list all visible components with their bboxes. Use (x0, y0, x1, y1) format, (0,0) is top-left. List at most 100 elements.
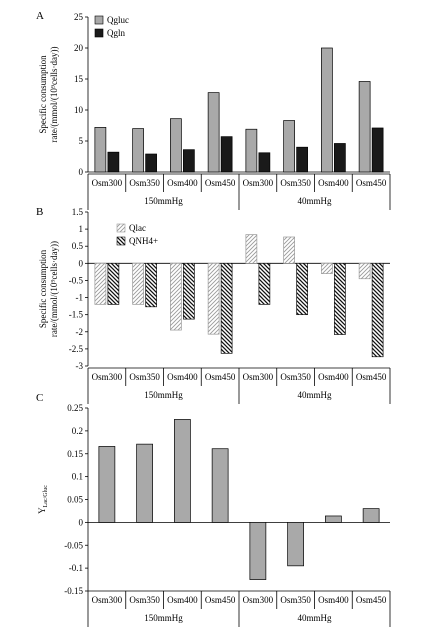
x-tick-label: Osm300 (92, 372, 123, 382)
bar (207, 92, 220, 173)
legend-swatch (94, 28, 104, 38)
bar (258, 152, 271, 173)
panel-label: C (36, 392, 43, 404)
x-tick-label: Osm300 (243, 372, 274, 382)
bar (94, 262, 107, 305)
y-tick-label: -2 (76, 327, 84, 337)
bar (321, 47, 333, 173)
bar (132, 262, 144, 305)
x-tick-label: Osm350 (129, 595, 160, 605)
y-tick-label: 0 (79, 258, 84, 268)
y-tick-label: 0 (79, 167, 84, 177)
legend-label: Qgln (107, 28, 126, 38)
x-tick-label: Osm450 (356, 595, 387, 605)
chart-panel-c: C -0.15 -0.1 -0.05 0 0.05 0.1 0.15 0.2 0.25 YLac/G… (36, 392, 391, 627)
x-tick-label: Osm450 (205, 372, 236, 382)
y-tick-label: 0 (79, 517, 84, 527)
bar (170, 118, 182, 173)
chart-panel-b: B -3 -2.5 -2 -1.5 -1 -0.5 0 0.5 1 1.5 Specific cons… (36, 206, 391, 404)
legend-swatch (116, 223, 126, 233)
y-tick-label: 0.25 (67, 403, 83, 413)
x-tick-label: Osm300 (243, 595, 274, 605)
bar (98, 446, 116, 523)
y-tick-label: 25 (74, 12, 84, 22)
x-tick-label: Osm450 (205, 178, 236, 188)
bar (371, 262, 384, 358)
y-tick-label: 0.05 (67, 495, 83, 505)
bar (174, 419, 191, 523)
bar (107, 151, 120, 173)
y-tick-label: 0.1 (72, 472, 83, 482)
bar (358, 81, 371, 173)
y-tick-label: 0.2 (72, 426, 83, 436)
bar (296, 262, 308, 316)
panel-label: A (36, 10, 44, 22)
y-tick-label: -0.05 (64, 540, 83, 550)
bar (136, 443, 153, 523)
legend-label: QNH4+ (129, 236, 158, 246)
bar (207, 262, 220, 335)
x-tick-label: Osm300 (92, 595, 123, 605)
y-tick-label: 15 (74, 74, 84, 84)
bar (107, 262, 120, 305)
x-tick-label: Osm400 (167, 178, 198, 188)
group-label: 150mmHg (144, 390, 183, 400)
bar (170, 262, 182, 331)
bar (249, 522, 267, 580)
bar (132, 128, 144, 173)
group-label: 40mmHg (297, 613, 332, 623)
x-tick-label: Osm400 (167, 372, 198, 382)
chart-panel-a: A 0 5 10 15 20 25 Specific consumptionrate/(mmo… (36, 10, 391, 210)
x-tick-label: Osm400 (318, 178, 349, 188)
bar (183, 262, 195, 320)
bar (258, 262, 271, 305)
x-tick-label: Osm350 (280, 372, 311, 382)
legend-swatch (116, 236, 126, 246)
bar (296, 146, 308, 173)
x-tick-label: Osm450 (205, 595, 236, 605)
bar (245, 234, 258, 264)
bar (245, 128, 258, 173)
y-tick-label: 0.5 (72, 241, 84, 251)
bar (334, 143, 346, 173)
y-tick-label: 1.5 (72, 207, 84, 217)
y-tick-label: 20 (74, 43, 84, 53)
group-label: 150mmHg (144, 196, 183, 206)
bar (283, 120, 295, 173)
legend-swatch (94, 15, 104, 25)
bar (334, 262, 346, 335)
bar (362, 508, 380, 523)
y-tick-label: 0.15 (67, 449, 83, 459)
bar (358, 262, 371, 280)
x-tick-label: Osm350 (129, 372, 160, 382)
bar (220, 262, 233, 354)
y-tick-label: 5 (79, 136, 84, 146)
bar (283, 236, 295, 264)
bar (371, 127, 384, 173)
bar (321, 262, 333, 274)
x-tick-label: Osm350 (280, 595, 311, 605)
bar (220, 136, 233, 173)
y-tick-label: -0.1 (69, 563, 83, 573)
bar (211, 448, 229, 523)
y-axis-label: YLac/Gluc (37, 485, 49, 514)
y-tick-label: 10 (74, 105, 84, 115)
bar (94, 127, 107, 173)
y-axis-label: Specific consumptionrate/(mmol/(10⁹cells… (38, 46, 59, 142)
y-tick-label: -0.5 (69, 275, 84, 285)
group-label: 40mmHg (297, 390, 332, 400)
x-tick-label: Osm400 (167, 595, 198, 605)
legend-label: Qgluc (107, 15, 129, 25)
x-tick-label: Osm300 (92, 178, 123, 188)
y-tick-label: -2.5 (69, 344, 84, 354)
x-tick-label: Osm300 (243, 178, 274, 188)
x-tick-label: Osm450 (356, 372, 387, 382)
y-tick-label: -1.5 (69, 310, 84, 320)
x-tick-label: Osm400 (318, 595, 349, 605)
bar (145, 262, 157, 308)
y-tick-label: -1 (76, 293, 84, 303)
y-tick-label: -3 (76, 361, 84, 371)
group-label: 150mmHg (144, 613, 183, 623)
panel-label: B (36, 206, 43, 218)
